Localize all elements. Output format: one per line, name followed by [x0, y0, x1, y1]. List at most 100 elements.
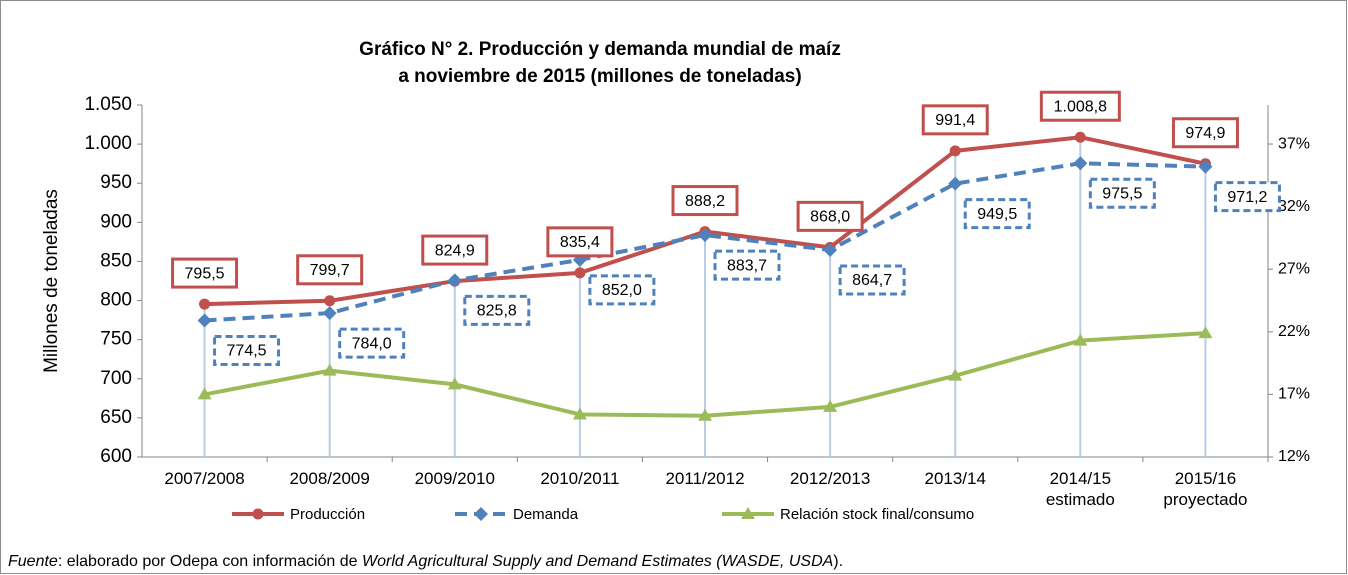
data-label: 868,0	[810, 209, 850, 226]
chart-title: a noviembre de 2015 (millones de tonelad…	[398, 66, 801, 87]
marker	[322, 306, 337, 321]
x-tick-label: 2014/15 estimado	[1045, 469, 1115, 509]
chart-title: Gráfico N° 2. Producción y demanda mundi…	[359, 39, 841, 60]
marker	[322, 363, 337, 376]
legend-label: Demanda	[513, 506, 579, 523]
data-label: 974,9	[1185, 125, 1225, 142]
marker	[1073, 156, 1088, 171]
data-label-box	[963, 198, 1031, 230]
data-label: 883,7	[727, 257, 767, 274]
data-label: 795,5	[185, 265, 225, 282]
data-label-box	[671, 185, 739, 217]
marker	[447, 377, 462, 390]
x-tick-label: 2015/16 proyectado	[1163, 469, 1248, 509]
data-label: 864,7	[852, 272, 892, 289]
marker	[1198, 159, 1213, 174]
y2-tick-label: 22%	[1278, 323, 1310, 340]
marker	[199, 298, 211, 310]
data-label: 971,2	[1227, 189, 1267, 206]
marker	[1073, 333, 1088, 346]
legend-marker	[252, 508, 264, 520]
y2-tick-label: 32%	[1278, 198, 1310, 215]
data-label: 824,9	[435, 242, 475, 259]
y-tick-label: 1.000	[84, 133, 132, 154]
y-tick-label: 600	[100, 446, 132, 467]
data-label-box	[421, 234, 489, 266]
data-label: 784,0	[352, 335, 392, 352]
data-label-box	[1088, 177, 1156, 209]
data-label: 975,5	[1102, 185, 1142, 202]
data-label-box	[838, 264, 906, 296]
marker	[197, 387, 212, 400]
data-label: 825,8	[477, 303, 517, 320]
data-label: 888,2	[685, 193, 725, 210]
marker	[948, 176, 963, 191]
y2-tick-label: 27%	[1278, 260, 1310, 277]
x-tick-label: 2008/2009	[289, 469, 370, 488]
x-tick-label: 2013/14	[924, 469, 986, 488]
y-tick-label: 1.050	[84, 94, 132, 115]
source-part: ).	[833, 553, 843, 570]
data-label: 852,0	[602, 282, 642, 299]
data-label-box	[713, 249, 781, 281]
data-label: 1.008,8	[1054, 98, 1107, 115]
marker	[698, 228, 712, 243]
data-label: 835,4	[560, 234, 600, 251]
y-tick-label: 650	[100, 407, 132, 428]
marker	[823, 242, 838, 257]
legend-marker	[741, 507, 755, 519]
x-tick-label: 2009/2010	[414, 469, 495, 488]
marker	[698, 408, 712, 421]
y2-tick-label: 12%	[1278, 448, 1310, 465]
data-label: 949,5	[977, 206, 1017, 223]
marker	[324, 295, 336, 307]
data-label-box	[463, 294, 531, 326]
y-tick-label: 800	[100, 290, 132, 311]
source-part: World Agricultural Supply and Demand Est…	[362, 553, 833, 570]
y2-tick-label: 37%	[1278, 135, 1310, 152]
data-label: 799,7	[310, 262, 350, 279]
y-tick-label: 700	[100, 368, 132, 389]
source-part: : elaborado por Odepa con información de	[58, 553, 362, 570]
data-label-box	[588, 274, 656, 306]
data-label: 774,5	[227, 343, 267, 360]
marker	[949, 145, 961, 157]
legend-label: Producción	[290, 506, 365, 523]
x-tick-label: 2011/2012	[665, 469, 745, 488]
marker	[1198, 326, 1213, 339]
data-label-box	[213, 335, 281, 367]
data-label: 991,4	[935, 112, 975, 129]
data-label-box	[796, 200, 864, 232]
y-tick-label: 750	[100, 329, 132, 350]
x-tick-label: 2007/2008	[164, 469, 245, 488]
data-label-box	[1171, 117, 1239, 149]
marker	[197, 313, 212, 328]
legend-label: Relación stock final/consumo	[780, 506, 974, 523]
source-part: Fuente	[8, 553, 58, 570]
marker	[574, 267, 586, 279]
data-label-box	[338, 327, 406, 359]
marker	[948, 368, 963, 381]
series-line	[204, 161, 1206, 323]
data-label-box	[1213, 181, 1281, 213]
legend-marker	[474, 507, 488, 521]
x-tick-label: 2010/2011	[540, 469, 620, 488]
y-tick-label: 900	[100, 211, 132, 232]
marker	[823, 399, 838, 412]
data-label-box	[921, 104, 989, 136]
data-label-box	[171, 257, 239, 289]
marker	[1074, 131, 1086, 143]
marker	[447, 273, 462, 288]
x-tick-label: 2012/2013	[789, 469, 871, 488]
y-tick-label: 850	[100, 250, 132, 271]
y-tick-label: 950	[100, 172, 132, 193]
source-note: Fuente: elaborado por Odepa con informac…	[8, 553, 843, 570]
data-label-box	[296, 254, 364, 286]
y-axis-title: Millones de toneladas	[41, 189, 62, 373]
data-label-box	[1039, 90, 1121, 122]
y2-tick-label: 17%	[1278, 386, 1310, 403]
data-label-box	[546, 226, 614, 258]
marker	[572, 407, 587, 420]
